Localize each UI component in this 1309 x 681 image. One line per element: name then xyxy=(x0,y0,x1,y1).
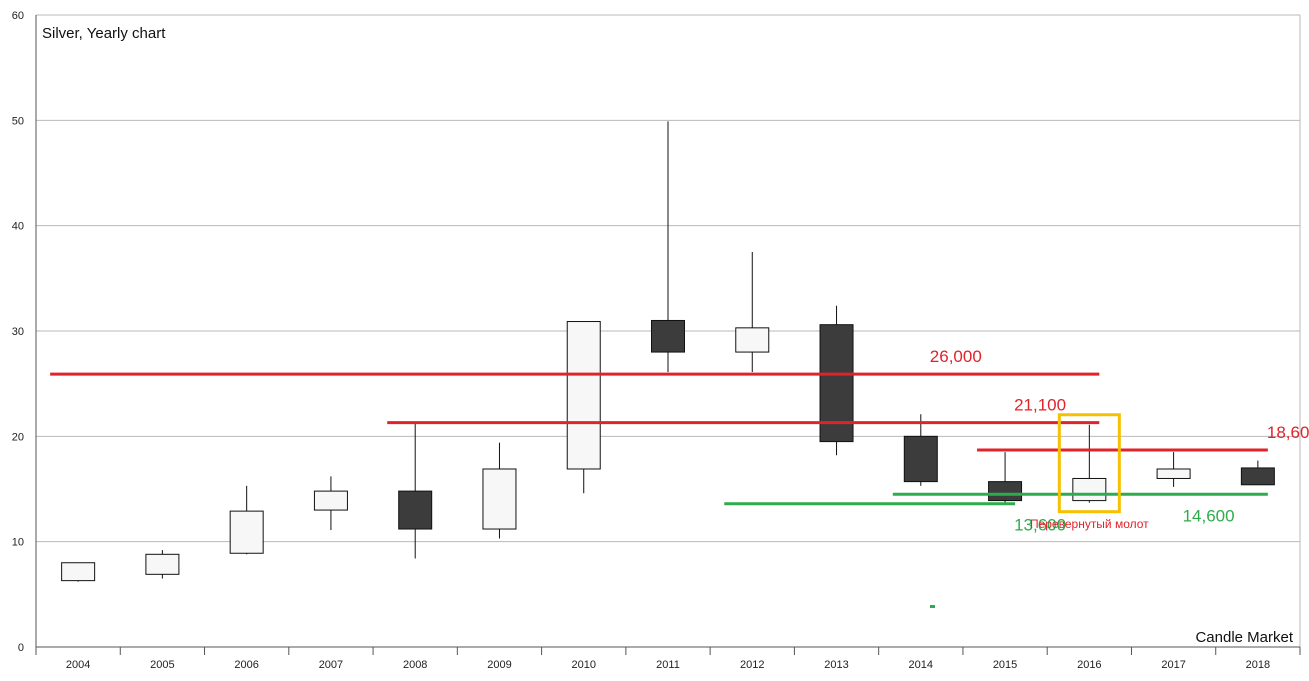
candle-body-2012 xyxy=(735,327,770,353)
candle-body-2008 xyxy=(398,490,433,530)
x-tick-label-2015: 2015 xyxy=(993,659,1017,671)
level-lines: 26,000 21,100 18,600 13,600 14,600 xyxy=(50,347,1309,535)
candle-body-2018 xyxy=(1240,467,1275,486)
candle-2007 xyxy=(313,476,348,531)
candle-2010 xyxy=(566,321,601,494)
x-tick-label-2017: 2017 xyxy=(1161,659,1185,671)
level-label-support: 13,600 xyxy=(1014,516,1066,535)
candle-body-2009 xyxy=(482,468,517,530)
candle-2009 xyxy=(482,442,517,539)
candle-body-2006 xyxy=(229,510,264,554)
x-tick-label-2011: 2011 xyxy=(656,659,680,671)
candle-2017 xyxy=(1156,452,1191,487)
highlight-box-2016 xyxy=(1057,413,1121,514)
level-label-resistance: 26,000 xyxy=(930,347,982,366)
candle-2018 xyxy=(1240,460,1275,486)
candle-body-2011 xyxy=(651,319,685,353)
x-tick-label-2007: 2007 xyxy=(319,659,343,671)
candle-body-2015 xyxy=(988,481,1023,502)
x-tick-label-2016: 2016 xyxy=(1077,659,1101,671)
y-tick-label: 60 xyxy=(12,10,24,22)
annotation-label: Перевернутый молот xyxy=(1030,517,1149,531)
chart-title: Silver, Yearly chart xyxy=(42,25,166,42)
candle-body-2007 xyxy=(313,490,348,511)
x-axis: 2004 2005 2006 2007 2008 2009 2010 2011 2012 2013… xyxy=(36,646,1301,671)
candle-2005 xyxy=(145,550,180,579)
level-label-support: 14,600 xyxy=(1183,506,1235,525)
candle-2013 xyxy=(819,305,854,456)
candles xyxy=(61,121,1275,582)
candle-body-2014 xyxy=(903,435,938,483)
candle-2014 xyxy=(903,414,938,486)
stray-green-mark xyxy=(930,605,935,608)
x-tick-label-2018: 2018 xyxy=(1246,659,1270,671)
y-tick-label: 50 xyxy=(12,115,24,127)
level-label-resistance: 18,600 xyxy=(1267,423,1309,442)
candle-body-2016 xyxy=(1072,477,1107,502)
x-tick-label-2005: 2005 xyxy=(150,659,174,671)
x-tick-label-2010: 2010 xyxy=(571,659,595,671)
candle-body-2005 xyxy=(145,553,180,575)
y-tick-label: 40 xyxy=(12,221,24,233)
x-tick-label-2012: 2012 xyxy=(740,659,764,671)
y-tick-label: 30 xyxy=(12,326,24,338)
candle-body-2010 xyxy=(566,321,601,470)
x-tick-label-2008: 2008 xyxy=(403,659,427,671)
x-tick-label-2006: 2006 xyxy=(234,659,258,671)
candle-2004 xyxy=(61,562,96,582)
x-tick-label-2014: 2014 xyxy=(909,659,933,671)
watermark-label: Candle Market xyxy=(1195,629,1293,646)
x-tick-label-2004: 2004 xyxy=(66,659,90,671)
annotations: Перевернутый молот xyxy=(930,413,1149,608)
candle-body-2004 xyxy=(61,562,96,582)
candle-body-2017 xyxy=(1156,468,1191,479)
candle-2006 xyxy=(229,485,264,555)
x-tick-label-2009: 2009 xyxy=(487,659,511,671)
y-tick-label: 0 xyxy=(18,642,24,654)
y-axis: 0 10 20 30 40 50 60 xyxy=(12,10,37,655)
level-label-resistance: 21,100 xyxy=(1014,396,1066,415)
candle-2011 xyxy=(651,121,685,373)
y-tick-label: 10 xyxy=(12,537,24,549)
candle-2012 xyxy=(735,252,770,373)
y-tick-label: 20 xyxy=(12,431,24,443)
x-tick-label-2013: 2013 xyxy=(824,659,848,671)
candle-2008 xyxy=(398,422,433,559)
